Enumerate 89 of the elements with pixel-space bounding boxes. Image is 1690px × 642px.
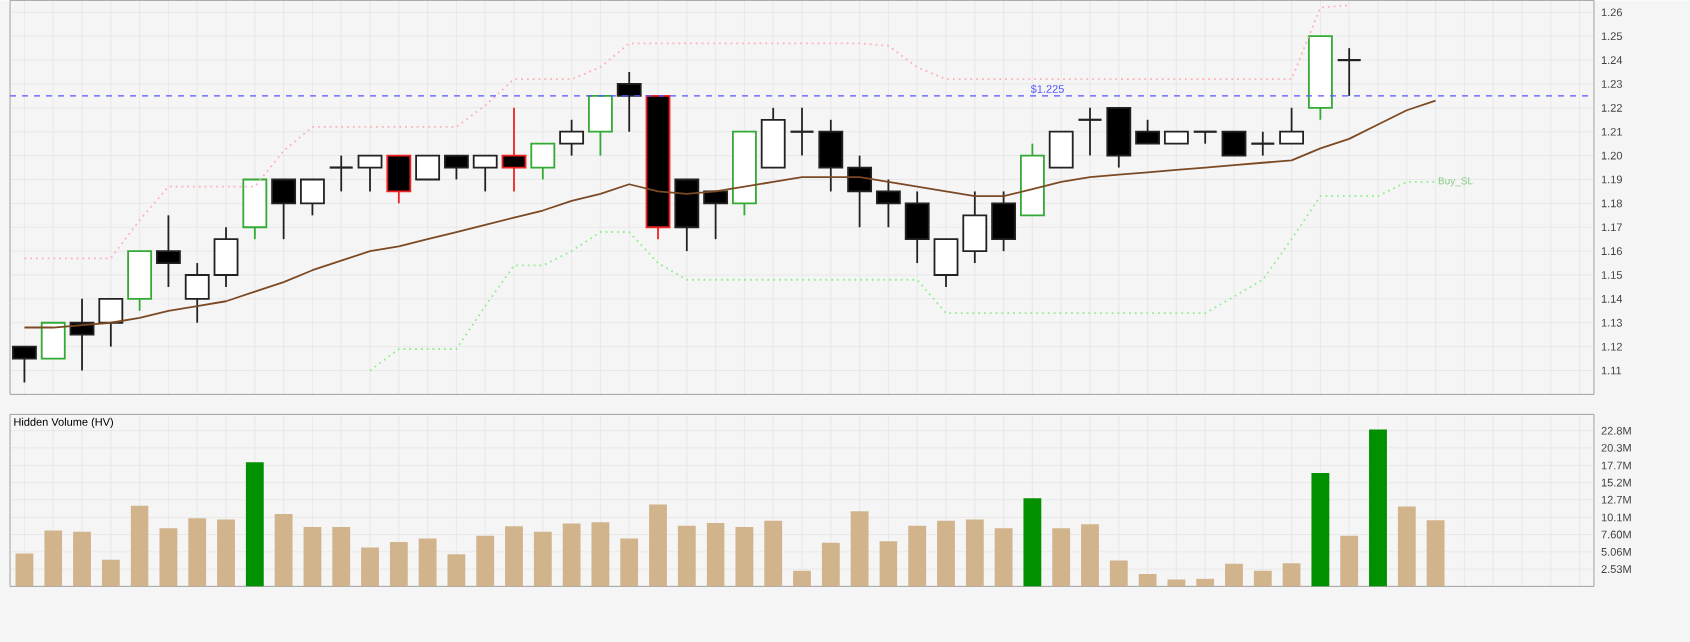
candlestick: [875, 178, 901, 228]
candlestick: [242, 178, 268, 240]
bar: [879, 541, 898, 587]
bar: [1311, 472, 1330, 587]
candlestick: [962, 190, 988, 264]
bar: [447, 554, 466, 587]
candlestick: [12, 345, 37, 384]
candlestick: [674, 178, 700, 252]
candlestick: [1279, 106, 1305, 145]
candlestick: [559, 118, 585, 157]
bar: [15, 553, 34, 587]
bar: [533, 531, 552, 587]
bar: [821, 542, 840, 587]
candlestick: [156, 214, 181, 288]
candlestick: [1048, 130, 1074, 169]
candlestick: [1135, 118, 1161, 145]
candlestick: [472, 154, 498, 193]
bar: [706, 522, 725, 587]
bar: [1138, 573, 1157, 587]
bar: [1340, 535, 1359, 587]
bar: [73, 531, 91, 587]
bar: [44, 530, 63, 587]
bar: [1225, 563, 1243, 587]
candlestick: [98, 297, 124, 348]
bar: [649, 504, 667, 587]
candlestick: [213, 226, 239, 288]
candlestick: [1221, 130, 1247, 157]
bar: [418, 538, 437, 587]
candlestick: [760, 106, 786, 169]
candlestick: [1106, 106, 1132, 169]
candlestick: [415, 154, 441, 181]
bar: [850, 511, 869, 587]
candlestick: [386, 154, 412, 205]
candlestick: [1336, 47, 1362, 97]
bar: [303, 526, 322, 587]
bar: [994, 528, 1013, 587]
candlestick: [818, 118, 844, 193]
bar: [591, 522, 610, 587]
candlestick: [127, 250, 153, 312]
candlestick: [1250, 130, 1276, 157]
bar: [1052, 528, 1071, 587]
candlestick: [1077, 106, 1103, 157]
candlestick: [271, 178, 297, 240]
bar: [476, 535, 495, 587]
bar: [101, 559, 120, 587]
candlestick: [587, 94, 613, 157]
candlestick: [444, 154, 469, 181]
bar: [1081, 524, 1099, 587]
candlestick: [184, 261, 210, 324]
bar: [1397, 506, 1416, 587]
candlestick: [357, 154, 383, 193]
bar: [965, 519, 984, 587]
bar: [562, 523, 581, 587]
bar: [764, 520, 783, 587]
bar: [937, 520, 955, 587]
candlestick: [501, 106, 527, 193]
bar: [1023, 498, 1042, 587]
candlestick: [40, 321, 66, 360]
bar: [217, 519, 235, 587]
bar: [1369, 429, 1387, 587]
candlestick: [904, 190, 930, 264]
bar: [245, 461, 264, 587]
bar: [1282, 562, 1301, 587]
bar: [130, 505, 149, 587]
candlestick: [616, 70, 642, 133]
candlestick: [991, 190, 1017, 252]
candlestick: [300, 178, 325, 217]
bar: [735, 526, 754, 587]
bar: [793, 570, 811, 587]
candlestick: [1192, 130, 1218, 145]
bar: [159, 528, 178, 587]
bar: [1196, 578, 1215, 587]
bar: [1109, 560, 1128, 587]
candlestick: [530, 142, 556, 181]
bar: [389, 541, 408, 587]
bar: [332, 526, 351, 587]
candlestick: [847, 154, 873, 228]
bar: [361, 547, 379, 587]
bar: [908, 525, 927, 587]
bar: [188, 517, 207, 587]
bar: [1426, 519, 1445, 587]
bar: [620, 538, 639, 587]
bar: [1253, 570, 1272, 587]
bar: [274, 513, 293, 587]
candlestick: [933, 238, 959, 288]
candlestick: [789, 106, 815, 157]
bar: [677, 525, 696, 587]
bar: [505, 526, 523, 587]
candlestick: [328, 154, 354, 193]
